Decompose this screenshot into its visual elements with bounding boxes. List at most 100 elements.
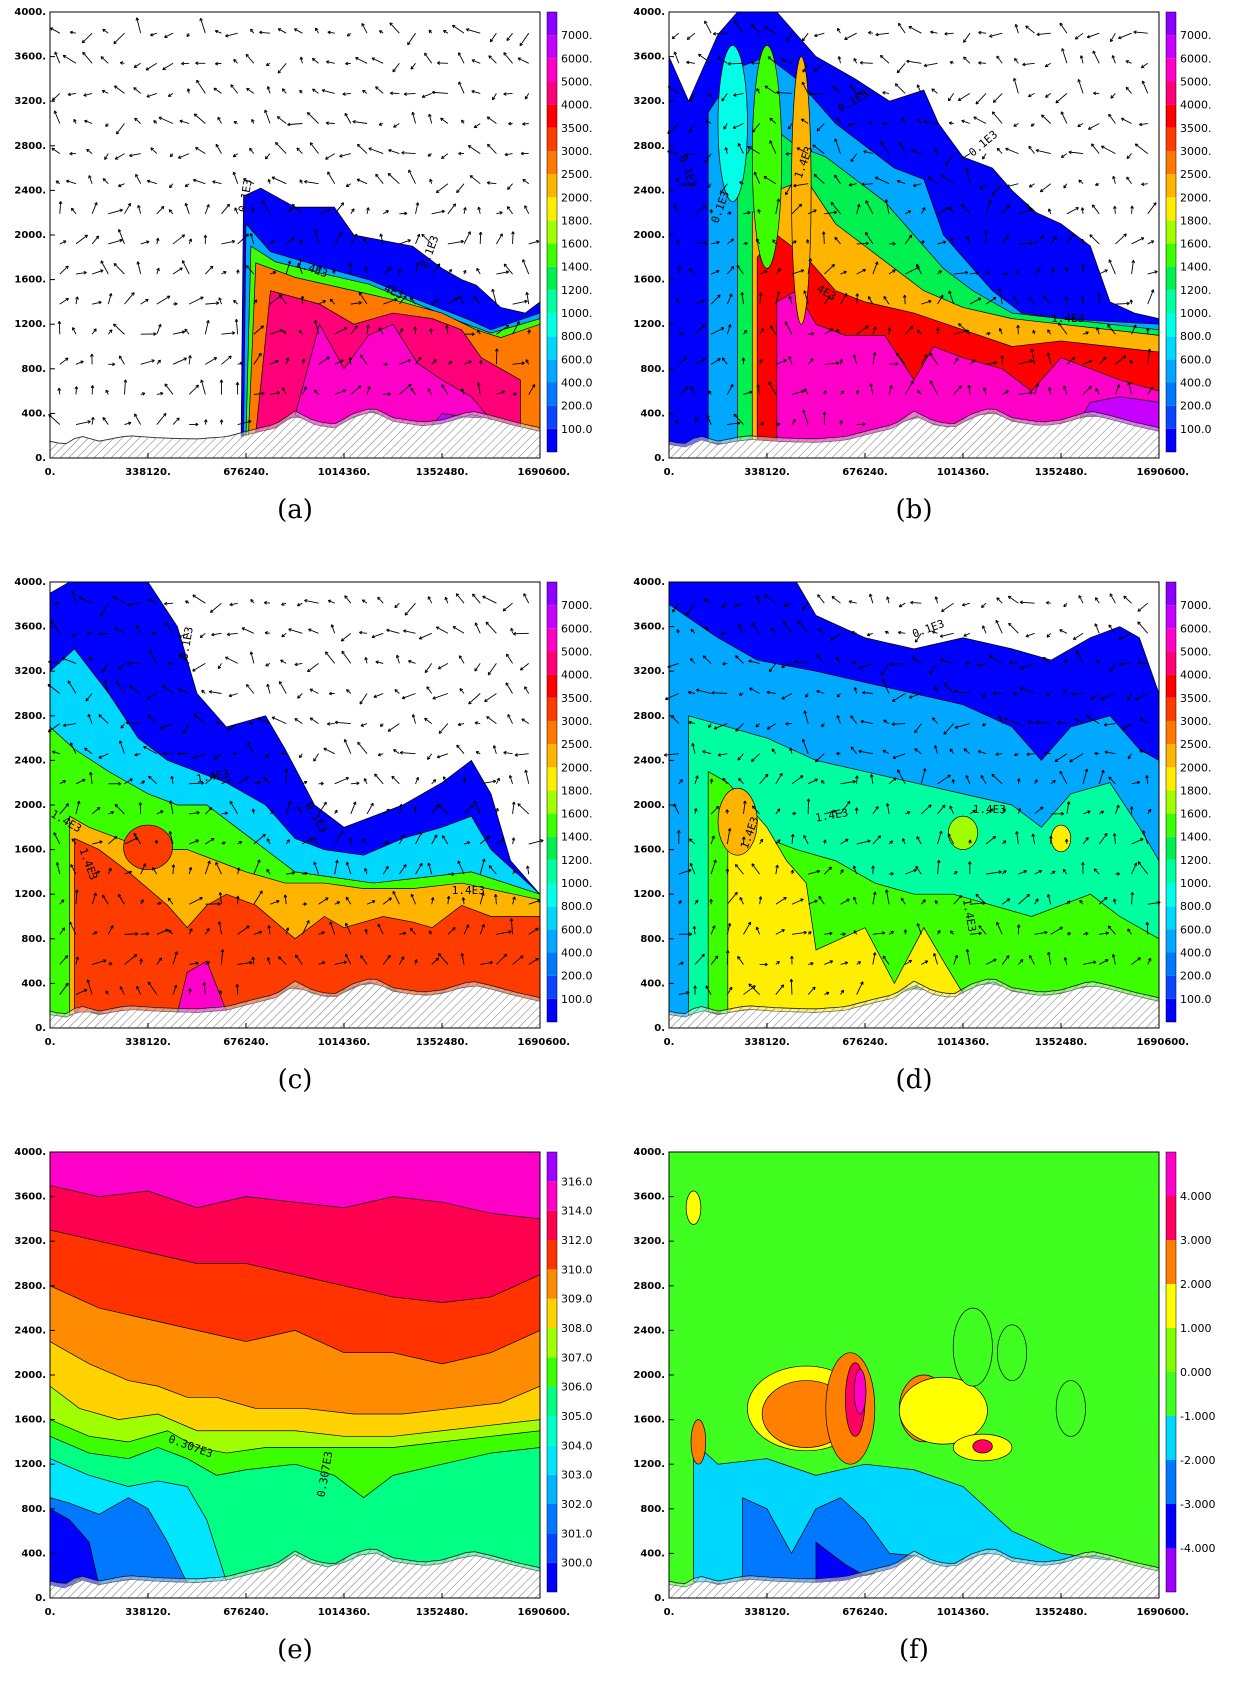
wind-vector-head	[373, 694, 377, 698]
colorbar-label: 400.0	[561, 947, 593, 960]
wind-vector-head	[531, 384, 536, 388]
colorbar-label: 600.0	[561, 353, 593, 366]
wind-vector-head	[751, 129, 756, 133]
wind-vector-head	[977, 663, 981, 667]
wind-vector	[172, 951, 178, 965]
colorbar-label: 2500.	[561, 168, 593, 181]
wind-vector	[205, 775, 216, 785]
wind-vector	[790, 979, 793, 995]
wind-vector	[883, 719, 890, 724]
wind-vector	[726, 293, 733, 305]
colorbar-swatch	[1166, 883, 1176, 907]
wind-vector	[387, 173, 400, 185]
wind-vector-head	[299, 89, 303, 94]
wind-vector-head	[243, 178, 247, 182]
wind-vector	[377, 923, 384, 935]
wind-vector	[944, 32, 954, 35]
wind-vector	[334, 721, 351, 725]
wind-vector-head	[756, 238, 760, 242]
colorbar-label: 100.0	[1180, 993, 1212, 1006]
wind-vector-head	[793, 240, 797, 244]
wind-vector	[382, 897, 392, 905]
wind-vector-head	[105, 990, 109, 994]
colorbar-swatch	[1166, 150, 1176, 175]
wind-vector-head	[301, 358, 306, 363]
wind-vector	[1092, 204, 1100, 215]
colorbar-label: 3000.	[561, 145, 593, 158]
x-tick-label: 1014360.	[318, 467, 371, 478]
wind-vector-head	[476, 382, 481, 386]
wind-vector-head	[120, 725, 124, 729]
wind-vector	[479, 858, 485, 875]
wind-vector-head	[218, 892, 223, 896]
wind-vector-head	[65, 357, 69, 361]
wind-vector-head	[193, 113, 198, 117]
wind-vector	[365, 266, 368, 275]
wind-vector	[738, 778, 744, 785]
wind-vector-head	[69, 151, 73, 156]
wind-vector	[371, 57, 384, 64]
wind-vector-head	[893, 777, 897, 781]
wind-vector-head	[486, 143, 491, 148]
wind-vector-head	[452, 626, 457, 630]
colorbar-swatch	[1166, 382, 1176, 406]
y-tick-label: 2400.	[633, 1325, 665, 1336]
wind-vector	[523, 593, 530, 604]
wind-vector	[1107, 925, 1116, 935]
wind-vector	[834, 236, 841, 245]
wind-vector-head	[327, 209, 331, 213]
wind-vector-head	[251, 808, 256, 812]
wind-vector	[733, 413, 744, 425]
wind-vector-head	[833, 210, 837, 215]
wind-vector-head	[535, 957, 539, 962]
wind-vector	[339, 153, 351, 157]
wind-vector-head	[967, 384, 971, 389]
wind-vector	[1018, 360, 1033, 365]
wind-vector-head	[367, 386, 371, 390]
wind-vector	[1098, 769, 1105, 784]
wind-vector-head	[1116, 804, 1120, 809]
wind-vector-head	[265, 754, 269, 758]
wind-vector	[921, 960, 928, 965]
wind-vector-head	[1006, 898, 1011, 902]
wind-vector-head	[830, 637, 834, 642]
wind-vector	[297, 262, 303, 275]
wind-vector-head	[188, 988, 192, 992]
wind-vector-head	[334, 720, 338, 725]
wind-vector	[524, 205, 530, 215]
colorbar-label: -4.000	[1180, 1542, 1215, 1555]
contour-cell	[751, 45, 783, 269]
wind-vector-head	[810, 961, 814, 966]
wind-vector-head	[226, 632, 231, 637]
wind-vector-head	[407, 41, 411, 46]
wind-vector	[200, 18, 206, 34]
wind-vector	[880, 141, 890, 154]
wind-vector	[838, 56, 841, 64]
wind-vector-head	[471, 59, 476, 63]
wind-vector	[374, 773, 384, 785]
wind-vector-head	[1002, 808, 1006, 812]
wind-vector-head	[788, 355, 792, 360]
wind-vector-head	[102, 417, 106, 421]
wind-vector-head	[125, 720, 129, 725]
wind-vector	[189, 812, 200, 815]
wind-vector-head	[996, 597, 1000, 601]
wind-vector-head	[725, 950, 730, 954]
wind-vector	[732, 123, 744, 129]
wind-vector-head	[215, 721, 220, 725]
wind-vector-head	[664, 696, 669, 701]
wind-vector	[667, 662, 679, 668]
wind-vector-head	[192, 668, 196, 672]
wind-vector	[456, 183, 465, 193]
colorbar-swatch	[1166, 127, 1176, 151]
wind-vector-head	[756, 595, 760, 599]
wind-vector	[495, 894, 497, 905]
wind-vector	[251, 207, 255, 214]
wind-vector	[172, 234, 185, 245]
wind-vector-head	[266, 838, 271, 842]
wind-vector	[899, 142, 906, 154]
wind-vector-head	[810, 358, 814, 362]
wind-vector	[929, 663, 938, 675]
wind-vector	[59, 357, 69, 365]
wind-vector-head	[388, 267, 392, 271]
